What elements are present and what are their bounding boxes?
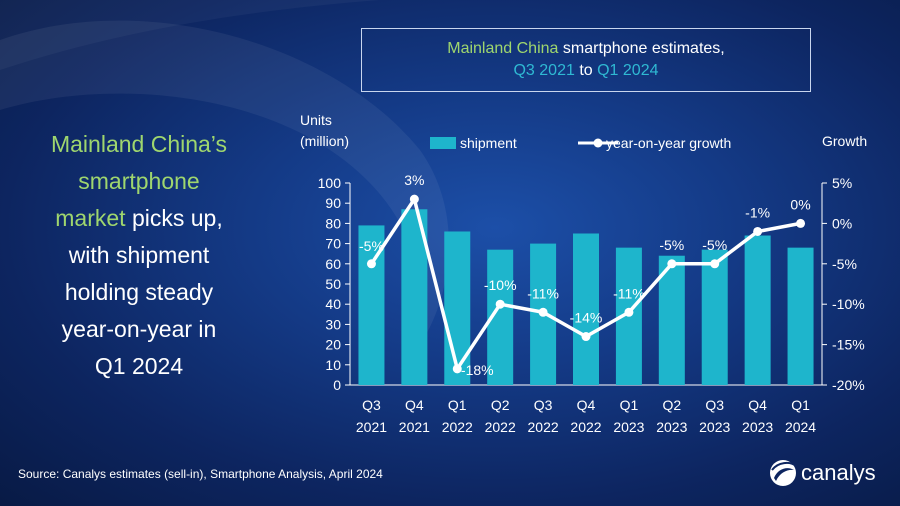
y-right-tick-label: -5% — [832, 256, 857, 272]
growth-data-label: -10% — [484, 277, 517, 293]
y-left-tick-label: 90 — [325, 195, 341, 211]
y-left-tick-label: 70 — [325, 236, 341, 252]
growth-data-label: -11% — [527, 285, 559, 301]
x-tick-label-quarter: Q4 — [748, 397, 767, 413]
growth-data-label: -5% — [659, 237, 684, 253]
y-left-tick-label: 80 — [325, 215, 341, 231]
headline-line3: market picks up, — [14, 200, 264, 237]
x-tick-label-quarter: Q3 — [705, 397, 724, 413]
y-left-tick-label: 40 — [325, 296, 341, 312]
x-tick-label-year: 2024 — [785, 419, 816, 435]
x-tick-label-year: 2021 — [399, 419, 430, 435]
x-tick-label-year: 2023 — [699, 419, 730, 435]
headline-line7: Q1 2024 — [94, 353, 184, 379]
headline-line1: Mainland China’s — [50, 131, 227, 157]
y-right-tick-label: -15% — [832, 337, 865, 353]
headline-line5: holding steady — [64, 279, 214, 305]
legend-bar-swatch — [430, 137, 456, 149]
shipment-bar — [444, 231, 471, 385]
y-right-tick-label: -20% — [832, 377, 865, 393]
y-left-tick-label: 10 — [325, 357, 341, 373]
growth-point — [366, 259, 376, 269]
x-tick-label-year: 2023 — [613, 419, 644, 435]
growth-point — [753, 226, 763, 236]
chart-title-line1: Mainland China smartphone estimates, — [362, 38, 810, 60]
y-right-tick-label: -10% — [832, 296, 865, 312]
y-left-tick-label: 100 — [318, 175, 342, 191]
shipment-bar — [787, 247, 814, 385]
headline-market: market — [55, 205, 126, 231]
canalys-logo-text: canalys — [801, 460, 876, 485]
growth-point — [667, 259, 677, 269]
y-left-tick-label: 50 — [325, 276, 341, 292]
chart-title-text: smartphone estimates, — [558, 40, 725, 57]
x-tick-label-year: 2023 — [656, 419, 687, 435]
headline-line4: with shipment — [68, 242, 210, 268]
growth-data-label: 0% — [790, 196, 810, 212]
shipment-bar — [744, 235, 771, 385]
y-left-tick-label: 0 — [333, 377, 341, 393]
headline-line6: year-on-year in — [61, 316, 217, 342]
chart-title-box: Mainland China smartphone estimates, Q3 … — [361, 28, 811, 92]
growth-point — [581, 332, 591, 342]
chart-title-start: Q3 2021 — [513, 62, 575, 79]
x-tick-label-quarter: Q3 — [362, 397, 381, 413]
growth-data-label: -1% — [745, 204, 770, 220]
chart-title-region: Mainland China — [447, 40, 559, 57]
growth-point — [409, 194, 419, 204]
legend-line-label: year-on-year growth — [606, 135, 731, 151]
y-right-label: Growth — [822, 133, 867, 149]
x-tick-label-quarter: Q3 — [534, 397, 553, 413]
growth-point — [538, 307, 548, 317]
growth-point — [495, 299, 505, 309]
legend-line-marker — [593, 138, 603, 148]
growth-point — [710, 259, 720, 269]
chart-title-line2: Q3 2021 to Q1 2024 — [362, 60, 810, 82]
y-left-tick-label: 20 — [325, 337, 341, 353]
x-tick-label-quarter: Q1 — [620, 397, 639, 413]
canalys-logo: canalys — [766, 456, 886, 490]
x-tick-label-year: 2022 — [570, 419, 601, 435]
y-left-tick-label: 60 — [325, 256, 341, 272]
shipment-bar — [658, 255, 685, 385]
growth-data-label: -14% — [570, 310, 603, 326]
headline-line2: smartphone — [78, 168, 200, 194]
x-tick-label-quarter: Q2 — [491, 397, 510, 413]
growth-point — [796, 218, 806, 228]
growth-data-label: 3% — [404, 172, 424, 188]
x-tick-label-quarter: Q4 — [577, 397, 596, 413]
x-tick-label-quarter: Q2 — [662, 397, 681, 413]
shipment-bar — [701, 249, 728, 385]
x-tick-label-year: 2022 — [442, 419, 473, 435]
x-tick-label-year: 2021 — [356, 419, 387, 435]
y-left-label-line2: (million) — [300, 133, 349, 149]
legend-bar-label: shipment — [460, 135, 517, 151]
growth-data-label: -11% — [613, 285, 645, 301]
canalys-logo-icon — [770, 460, 797, 486]
chart-title-to: to — [574, 62, 598, 79]
headline-picks-up: picks up, — [125, 205, 223, 231]
y-left-label-line1: Units — [300, 112, 332, 128]
chart-title-end: Q1 2024 — [597, 62, 659, 79]
y-right-tick-label: 5% — [832, 175, 852, 191]
shipment-bar — [573, 233, 599, 385]
x-tick-label-year: 2022 — [485, 419, 516, 435]
x-tick-label-year: 2022 — [528, 419, 559, 435]
x-tick-label-year: 2023 — [742, 419, 773, 435]
x-tick-label-quarter: Q4 — [405, 397, 424, 413]
x-tick-label-quarter: Q1 — [448, 397, 467, 413]
headline: Mainland China’s smartphone market picks… — [14, 126, 264, 385]
source-note: Source: Canalys estimates (sell-in), Sma… — [18, 467, 383, 481]
growth-data-label: -18% — [461, 362, 494, 378]
x-tick-label-quarter: Q1 — [791, 397, 810, 413]
growth-data-label: -5% — [702, 237, 727, 253]
growth-point — [624, 307, 634, 317]
growth-point — [452, 364, 462, 374]
growth-data-label: -5% — [359, 238, 384, 254]
y-right-tick-label: 0% — [832, 215, 852, 231]
y-left-tick-label: 30 — [325, 316, 341, 332]
